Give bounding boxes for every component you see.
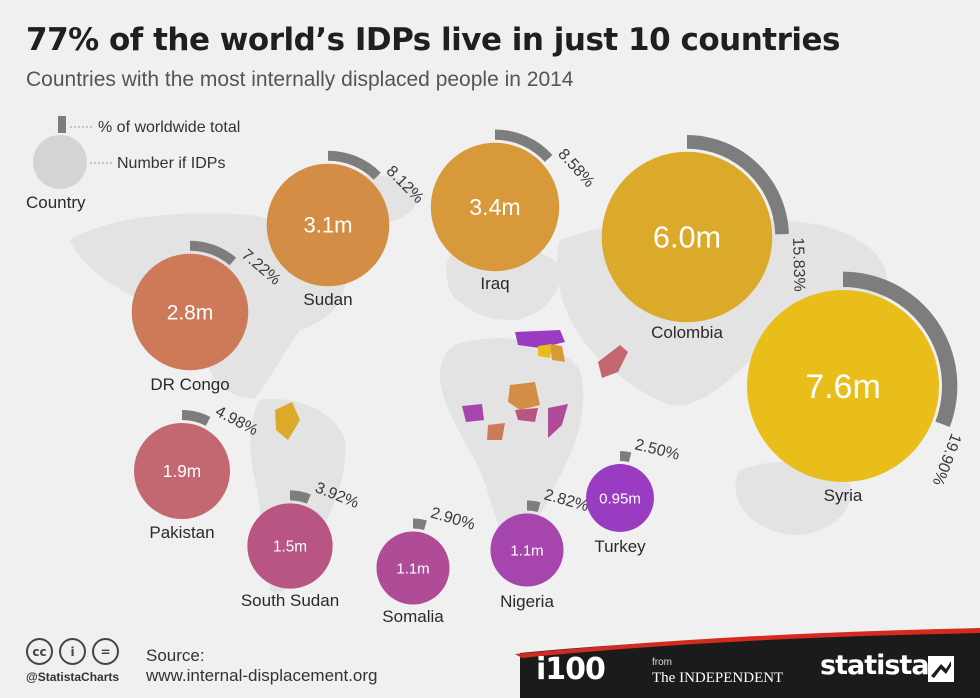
bubble-value-label: 2.8m xyxy=(167,301,214,324)
bubble-circle xyxy=(601,151,773,323)
highlight-sudan xyxy=(508,382,540,410)
footer-band xyxy=(0,628,980,698)
bubble-circle xyxy=(376,531,450,605)
bubble-value-label: 6.0m xyxy=(653,220,721,255)
license-icons: cc i = xyxy=(26,638,119,665)
pct-label: 2.50% xyxy=(633,436,681,463)
footer-light-area xyxy=(0,628,980,698)
pct-arc xyxy=(687,135,789,235)
country-label: Somalia xyxy=(382,607,444,626)
pct-arc xyxy=(495,129,553,162)
bubble-value-label: 1.1m xyxy=(510,542,543,559)
bubble-circle xyxy=(430,142,560,272)
country-label: Colombia xyxy=(651,323,723,342)
pct-arc xyxy=(843,271,958,428)
legend: % of worldwide total Number if IDPs Coun… xyxy=(26,116,240,212)
bubble-nigeria: 1.1m Nigeria 2.82% xyxy=(490,487,591,611)
bubble-value-label: 1.5m xyxy=(273,538,307,555)
legend-country-label: Country xyxy=(26,193,86,212)
highlight-nigeria xyxy=(462,404,484,422)
source-url[interactable]: www.internal-displacement.org xyxy=(146,666,378,685)
legend-circle xyxy=(33,135,87,189)
highlight-turkey xyxy=(515,330,565,348)
highlight-south-sudan xyxy=(515,408,538,422)
bubble-value-label: 3.4m xyxy=(469,194,520,220)
pct-arc xyxy=(190,240,237,266)
pct-label: 8.58% xyxy=(554,146,597,191)
country-label: DR Congo xyxy=(150,375,229,394)
pct-label: 19.90% xyxy=(929,431,964,488)
bubble-circle xyxy=(131,253,249,371)
country-label: Iraq xyxy=(480,274,509,293)
highlighted-countries xyxy=(275,330,628,440)
highlight-pakistan xyxy=(598,345,628,378)
country-label: South Sudan xyxy=(241,591,339,610)
bubble-circle xyxy=(747,290,939,482)
pct-arc xyxy=(620,451,632,463)
no-derivatives-icon: = xyxy=(92,638,119,665)
bubble-value-label: 3.1m xyxy=(303,213,352,238)
map-australia xyxy=(735,461,851,535)
bubble-circle xyxy=(586,464,654,532)
pct-arc xyxy=(413,518,427,531)
country-label: Turkey xyxy=(594,537,646,556)
source-label: Source: xyxy=(146,646,205,665)
pct-label: 2.90% xyxy=(429,505,477,534)
pct-label: 2.82% xyxy=(542,487,590,516)
footer-red-stripe xyxy=(515,628,980,658)
country-label: Nigeria xyxy=(500,592,554,611)
country-label: Sudan xyxy=(303,290,352,309)
cc-icon: cc xyxy=(26,638,53,665)
statista-logo[interactable]: statista xyxy=(820,650,930,681)
highlight-somalia xyxy=(548,404,568,438)
chart-subtitle: Countries with the most internally displ… xyxy=(26,68,574,91)
bubble-circle xyxy=(490,513,564,587)
bubble-turkey: 0.95m Turkey 2.50% xyxy=(586,436,681,556)
bubble-value-label: 1.1m xyxy=(396,560,429,577)
highlight-iraq xyxy=(550,344,565,362)
pct-arc xyxy=(182,410,211,426)
highlight-syria xyxy=(538,344,552,358)
pct-arc xyxy=(527,500,541,512)
bubble-value-label: 7.6m xyxy=(805,368,881,406)
map-africa xyxy=(440,338,584,545)
pct-label: 15.83% xyxy=(789,237,808,292)
attribution-icon: i xyxy=(59,638,86,665)
bubble-value-label: 0.95m xyxy=(599,490,641,507)
bubble-syria: 7.6m Syria 19.90% xyxy=(747,271,964,505)
source-block: Source: www.internal-displacement.org xyxy=(146,646,378,686)
bubble-circle xyxy=(247,503,333,589)
legend-percent-tick xyxy=(58,116,66,133)
highlight-colombia xyxy=(275,402,300,440)
i100-logo[interactable]: i100 xyxy=(536,652,606,687)
bubble-value-label: 1.9m xyxy=(163,461,201,481)
chart-title: 77% of the world’s IDPs live in just 10 … xyxy=(26,22,841,58)
bubble-colombia: 6.0m Colombia 15.83% xyxy=(601,135,808,342)
bubble-circle xyxy=(134,423,230,519)
footer-dark-area xyxy=(520,632,980,698)
legend-number-label: Number if IDPs xyxy=(117,155,225,172)
pct-arc xyxy=(328,150,381,180)
statista-handle: @StatistaCharts xyxy=(26,670,120,684)
bubble-somalia: 1.1m Somalia 2.90% xyxy=(376,505,477,626)
independent-logo[interactable]: The INDEPENDENT xyxy=(652,670,784,686)
highlight-drcongo xyxy=(487,423,505,440)
legend-percent-label: % of worldwide total xyxy=(98,119,240,136)
brand-from-label: from xyxy=(652,657,672,668)
country-label: Syria xyxy=(824,486,863,505)
statista-mark-icon xyxy=(928,656,954,682)
bubble-pakistan: 1.9m Pakistan 4.98% xyxy=(134,403,260,542)
country-label: Pakistan xyxy=(149,523,214,542)
pct-arc xyxy=(290,490,311,504)
pct-label: 4.98% xyxy=(212,403,260,439)
bubble-circle xyxy=(266,163,390,287)
